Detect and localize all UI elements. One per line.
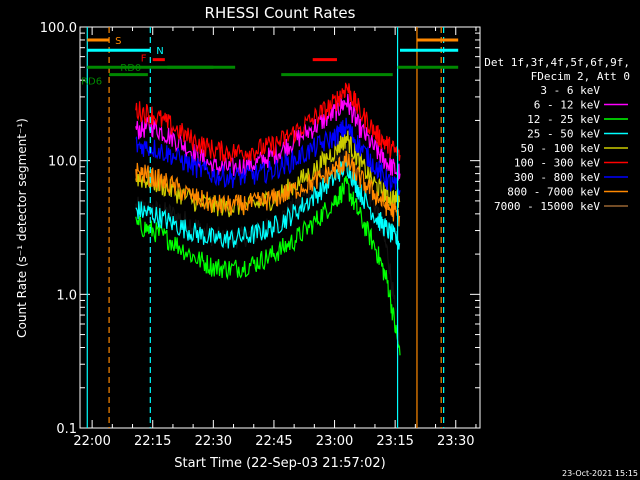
legend-entry: 12 - 25 keV: [527, 113, 600, 126]
x-tick-label: 23:00: [316, 434, 353, 449]
timestamp: 23-Oct-2021 15:15: [562, 469, 638, 478]
legend-entry: 50 - 100 keV: [521, 142, 601, 155]
legend-entry: 800 - 7000 keV: [507, 186, 600, 199]
series-line-2: [135, 175, 401, 356]
y-axis-label: Count Rate (s⁻¹ detector segment⁻¹): [15, 118, 29, 338]
series-line-3: [135, 157, 401, 250]
legend: Det 1f,3f,4f,5f,6f,9f,FDecim 2, Att 03 -…: [484, 56, 630, 213]
legend-entry: 6 - 12 keV: [534, 99, 601, 112]
legend-entry: 7000 - 15000 keV: [494, 200, 600, 213]
chart-title: RHESSI Count Rates: [205, 4, 356, 22]
legend-entry: 100 - 300 keV: [514, 157, 600, 170]
plot-frame: [79, 26, 481, 429]
y-tick-label: 0.1: [56, 422, 77, 437]
legend-entry: 300 - 800 keV: [514, 171, 600, 184]
legend-header: Det 1f,3f,4f,5f,6f,9f,: [484, 56, 630, 69]
x-tick-label: 22:45: [255, 434, 292, 449]
x-tick-label: 23:15: [376, 434, 413, 449]
state-label-rd6: RD6: [81, 77, 102, 88]
y-tick-label: 1.0: [56, 288, 77, 303]
y-tick-label: 100.0: [40, 21, 77, 36]
x-tick-label: 22:15: [134, 434, 171, 449]
state-label-n: N: [156, 46, 163, 57]
series-line-6: [135, 117, 401, 196]
x-tick-label: 23:30: [437, 434, 474, 449]
state-label-rd0: RD0: [120, 63, 141, 74]
legend-entry: 25 - 50 keV: [527, 128, 600, 141]
x-tick-label: 22:30: [195, 434, 232, 449]
state-label-s: S: [115, 36, 121, 47]
series-line-5: [135, 82, 401, 164]
series-line-7: [135, 150, 401, 227]
y-tick-label: 10.0: [48, 155, 77, 170]
x-axis-label: Start Time (22-Sep-03 21:57:02): [174, 456, 385, 471]
legend-entry: 3 - 6 keV: [540, 84, 600, 97]
plot-area: 0.1 1.0 10.0 100.0 22:00 22:15 22:30 22:45 23:00…: [40, 21, 481, 449]
legend-header: FDecim 2, Att 0: [531, 70, 630, 83]
series-line-1: [135, 93, 401, 181]
state-label-f: F: [141, 54, 147, 65]
x-tick-label: 22:00: [73, 434, 110, 449]
